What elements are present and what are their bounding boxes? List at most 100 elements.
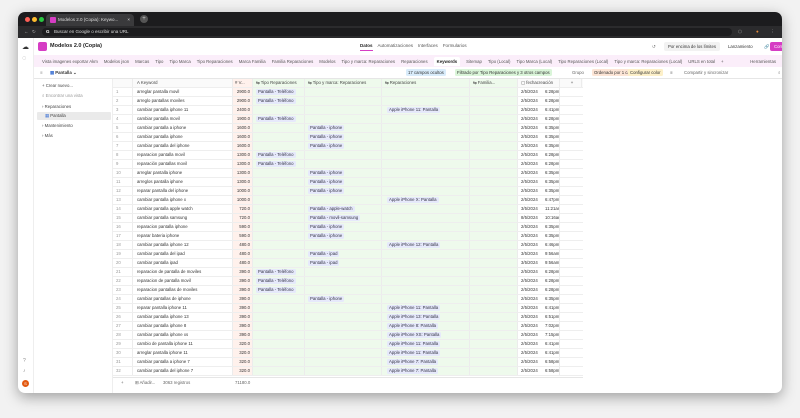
volume-cell[interactable]: 590.0 (233, 223, 253, 231)
familia-cell[interactable] (470, 160, 518, 168)
reparaciones-cell[interactable]: Apple iPhone 11: Pantalla (382, 349, 470, 357)
tipo-reparaciones-cell[interactable] (253, 304, 305, 312)
table-row[interactable]: 3 cambiar pantalla iphone 11 2400.0 Apple i… (113, 106, 583, 115)
tipo-reparaciones-cell[interactable] (253, 106, 305, 114)
tools-menu[interactable]: Herramientas (750, 58, 776, 64)
row-number[interactable]: 25 (113, 304, 133, 312)
reparaciones-cell[interactable] (382, 268, 470, 276)
row-number[interactable]: 21 (113, 268, 133, 276)
row-number[interactable]: 24 (113, 295, 133, 303)
tipo-reparaciones-cell[interactable] (253, 223, 305, 231)
address-input[interactable]: G Buscar en Google o escribir una URL (42, 28, 732, 36)
table-row[interactable]: 5 cambiar pantalla a iphone 1600.0 Pantalla… (113, 124, 583, 133)
reparaciones-cell[interactable]: Apple iPhone XS: Pantalla (382, 331, 470, 339)
fecha-cell[interactable]: 2/5/2024 6:35pm (518, 232, 560, 240)
tipo-marca-cell[interactable] (305, 88, 382, 96)
reparaciones-cell[interactable] (382, 160, 470, 168)
keyword-cell[interactable]: cambiar pantallas de iphone (133, 295, 233, 303)
volume-cell[interactable]: 390.0 (233, 286, 253, 294)
tipo-marca-cell[interactable] (305, 115, 382, 123)
table-row[interactable]: 9 reparación pantallas movil 1300.0 Pantall… (113, 160, 583, 169)
tipo-reparaciones-cell[interactable]: Pantalla - Teléfono (253, 151, 305, 159)
table-tab[interactable]: Vista imagenes exportar Akm (42, 58, 98, 64)
reparaciones-cell[interactable] (382, 286, 470, 294)
tipo-reparaciones-cell[interactable] (253, 133, 305, 141)
section-mantenimiento[interactable]: › Mantenimiento (42, 123, 73, 128)
tipo-marca-cell[interactable] (305, 97, 382, 105)
reparaciones-cell[interactable]: Apple iPhone 7: Pantalla (382, 358, 470, 366)
back-icon[interactable]: ← (24, 29, 29, 34)
reload-icon[interactable]: ↻ (32, 29, 36, 34)
fecha-cell[interactable]: 2/5/2024 6:51pm (518, 313, 560, 321)
volume-cell[interactable]: 320.0 (233, 340, 253, 348)
familia-cell[interactable] (470, 142, 518, 150)
familia-cell[interactable] (470, 259, 518, 267)
table-row[interactable]: 29 cambio de pantalla iphone 11 320.0 Apple… (113, 340, 583, 349)
volume-cell[interactable]: 2900.0 (233, 88, 253, 96)
volume-cell[interactable]: 2900.0 (233, 97, 253, 105)
table-row[interactable]: 1 arreglar pantalla movil 2900.0 Pantalla -… (113, 88, 583, 97)
row-height-icon[interactable]: ≡ (670, 70, 673, 75)
keyword-cell[interactable]: cambiar pantalla samsung (133, 214, 233, 222)
keyword-cell[interactable]: arreglar pantalla iphone (133, 169, 233, 177)
fecha-cell[interactable]: 2/5/2024 6:41pm (518, 304, 560, 312)
search-icon[interactable]: ⌕ (778, 70, 781, 75)
row-number[interactable]: 28 (113, 331, 133, 339)
reparaciones-cell[interactable] (382, 232, 470, 240)
row-number[interactable]: 11 (113, 178, 133, 186)
table-row[interactable]: 26 cambiar pantalla iphone 13 390.0 Apple i… (113, 313, 583, 322)
tab-interfaces[interactable]: Interfaces (418, 43, 438, 48)
tipo-marca-cell[interactable] (305, 340, 382, 348)
find-view-input[interactable]: ⌕ Encontrar una vista (42, 93, 83, 98)
keyword-cell[interactable]: arreglo pantallas moviles (133, 97, 233, 105)
volume-cell[interactable]: 1000.0 (233, 187, 253, 195)
tipo-marca-cell[interactable] (305, 286, 382, 294)
sort-button[interactable]: Ordenado por 1 campo (592, 69, 641, 76)
keyword-cell[interactable]: reparación pantallas movil (133, 160, 233, 168)
reparaciones-cell[interactable] (382, 295, 470, 303)
row-number[interactable]: 5 (113, 124, 133, 132)
familia-cell[interactable] (470, 268, 518, 276)
tipo-reparaciones-cell[interactable] (253, 241, 305, 249)
row-number[interactable]: 3 (113, 106, 133, 114)
fecha-cell[interactable]: 2/5/2024 7:15pm (518, 331, 560, 339)
reparaciones-cell[interactable] (382, 151, 470, 159)
reparaciones-cell[interactable] (382, 187, 470, 195)
tipo-marca-cell[interactable]: Pantalla - iphone (305, 124, 382, 132)
volume-cell[interactable]: 1300.0 (233, 151, 253, 159)
table-row[interactable]: 16 reparacion pantalla iphone 590.0 Pantall… (113, 223, 583, 232)
familia-cell[interactable] (470, 340, 518, 348)
keyword-cell[interactable]: cambiar pantalla ipad (133, 259, 233, 267)
volume-cell[interactable]: 320.0 (233, 349, 253, 357)
volume-cell[interactable]: 390.0 (233, 304, 253, 312)
volume-cell[interactable]: 720.0 (233, 214, 253, 222)
tipo-reparaciones-cell[interactable] (253, 259, 305, 267)
tipo-reparaciones-cell[interactable]: Pantalla - Teléfono (253, 268, 305, 276)
table-row[interactable]: 4 cambiar pantalla movil 1900.0 Pantalla - … (113, 115, 583, 124)
keyword-cell[interactable]: reparacion de pantalla movil (133, 277, 233, 285)
tipo-reparaciones-cell[interactable] (253, 322, 305, 330)
row-number[interactable]: 7 (113, 142, 133, 150)
tipo-marca-cell[interactable] (305, 358, 382, 366)
reparaciones-cell[interactable] (382, 214, 470, 222)
fecha-cell[interactable]: 2/5/2024 6:35pm (518, 187, 560, 195)
volume-cell[interactable]: 1300.0 (233, 178, 253, 186)
reparaciones-cell[interactable] (382, 223, 470, 231)
volume-cell[interactable]: 480.0 (233, 241, 253, 249)
fecha-cell[interactable]: 2/5/2024 6:58pm (518, 367, 560, 375)
table-tab[interactable]: Tipo Reparaciones (Local) (558, 58, 609, 64)
column-header-volume[interactable]: # V... (233, 79, 253, 87)
tipo-marca-cell[interactable]: Pantalla - iphone (305, 223, 382, 231)
view-switcher[interactable]: ▦ Pantalla ⌄ (50, 70, 77, 75)
row-number[interactable]: 19 (113, 250, 133, 258)
volume-cell[interactable]: 390.0 (233, 331, 253, 339)
volume-cell[interactable]: 1300.0 (233, 160, 253, 168)
row-number[interactable]: 32 (113, 367, 133, 375)
reparaciones-cell[interactable]: Apple iPhone 11: Pantalla (382, 304, 470, 312)
table-tab[interactable]: Modelos json (103, 58, 130, 64)
familia-cell[interactable] (470, 178, 518, 186)
tipo-reparaciones-cell[interactable] (253, 178, 305, 186)
keyword-cell[interactable]: cambiar pantalla del ipad (133, 250, 233, 258)
fecha-cell[interactable]: 2/5/2024 6:28pm (518, 268, 560, 276)
select-all-checkbox[interactable] (113, 79, 133, 87)
